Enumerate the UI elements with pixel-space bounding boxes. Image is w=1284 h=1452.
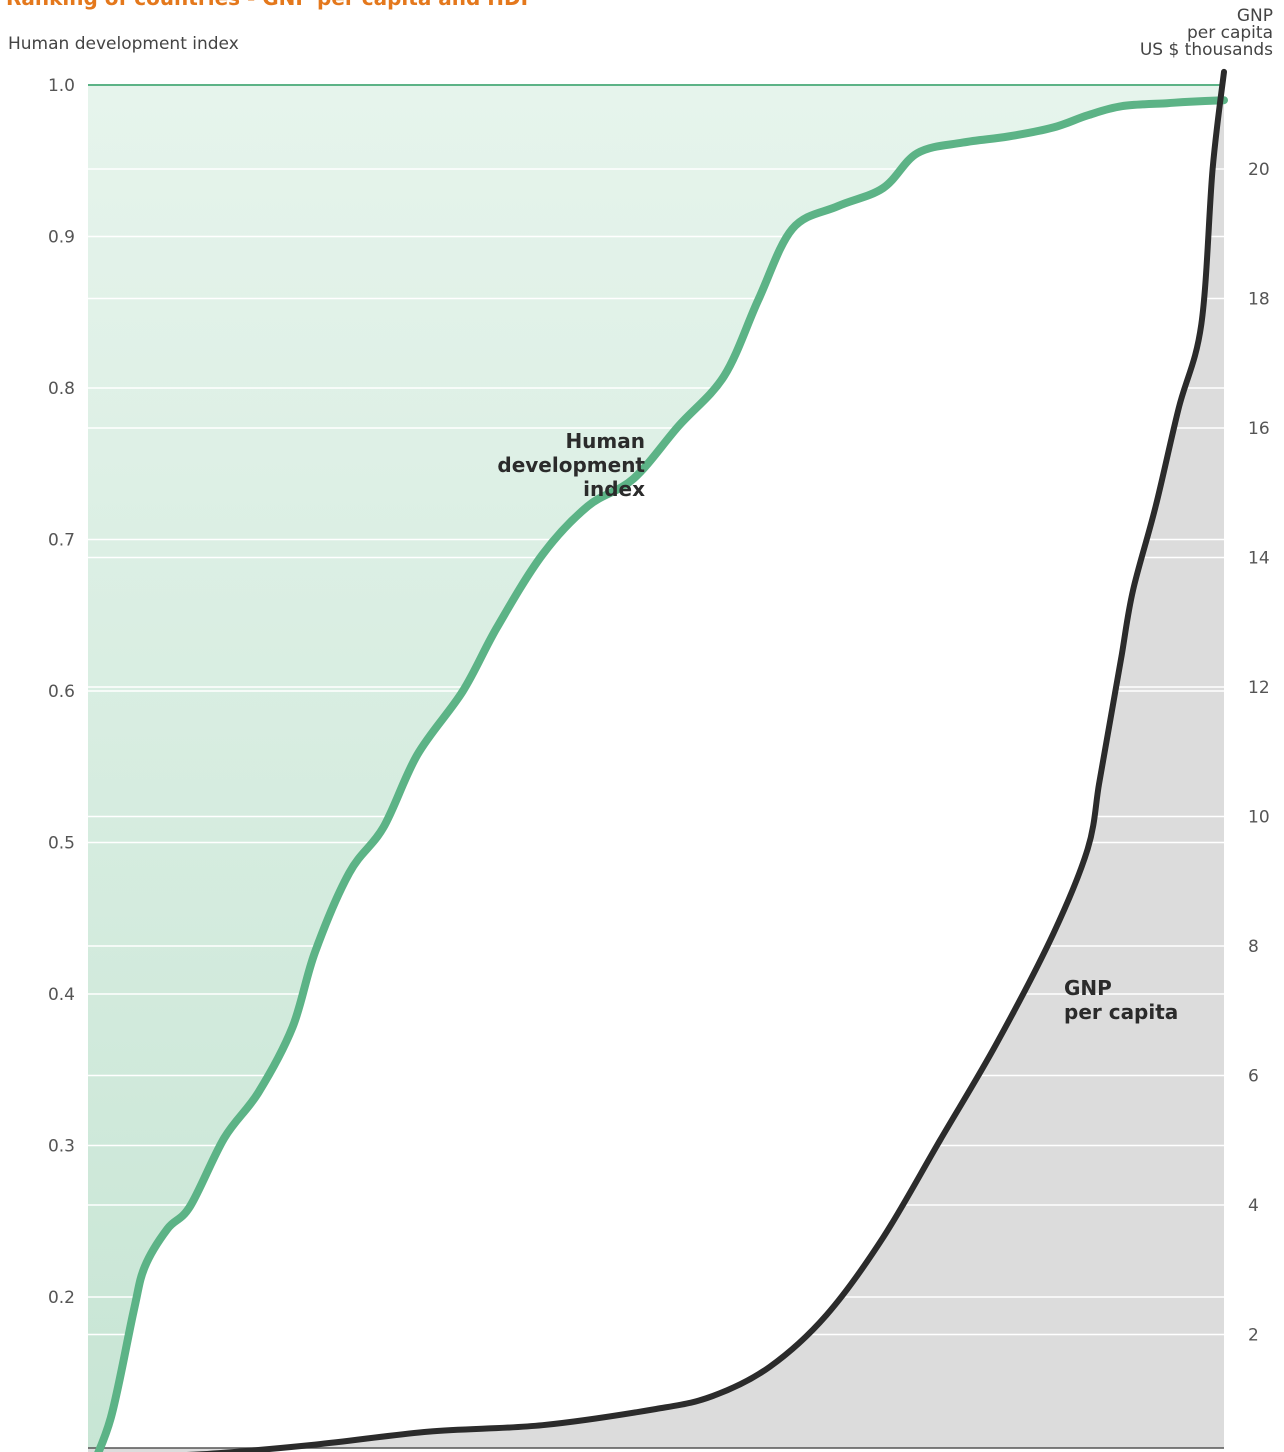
right-axis-title-line: GNP: [1236, 6, 1273, 26]
left-axis-title: Human development index: [8, 34, 239, 54]
hdi-series-label: Human: [565, 429, 645, 453]
hdi-area: [88, 85, 1224, 1452]
right-tick-label: 4: [1248, 1196, 1259, 1216]
left-tick-label: 1.0: [48, 76, 75, 96]
left-tick-label: 0.9: [48, 228, 75, 248]
left-tick-label: 0.8: [48, 379, 75, 399]
gnp-line: [186, 68, 1227, 1452]
left-tick-label: 0.6: [48, 682, 75, 702]
gnp-area: [88, 71, 1224, 1452]
chart-title: Ranking of countries - GNP per capita an…: [6, 0, 528, 10]
gnp-series-label: per capita: [1064, 1000, 1178, 1024]
right-tick-label: 18: [1248, 290, 1270, 310]
left-tick-label: 0.7: [48, 531, 75, 551]
right-axis-title-line: per capita: [1186, 23, 1273, 43]
left-tick-label: 0.5: [48, 834, 75, 854]
right-tick-label: 2: [1248, 1326, 1259, 1346]
right-tick-label: 8: [1248, 937, 1259, 957]
right-axis-title-line: US $ thousands: [1139, 40, 1273, 60]
left-tick-label: 0.2: [48, 1288, 75, 1308]
hdi-series-label: index: [583, 477, 645, 501]
left-tick-label: 0.4: [48, 985, 75, 1005]
hdi-series-label: development: [497, 453, 645, 477]
right-tick-label: 20: [1248, 160, 1270, 180]
gnp-series-label: GNP: [1064, 976, 1112, 1000]
hdi-line: [94, 96, 1228, 1452]
right-axis-title: GNP per capita US $ thousands: [1140, 8, 1273, 59]
right-tick-label: 12: [1248, 678, 1270, 698]
right-tick-label: 6: [1248, 1067, 1259, 1087]
right-tick-label: 16: [1248, 419, 1270, 439]
right-tick-label: 14: [1248, 549, 1270, 569]
right-tick-label: 10: [1248, 808, 1270, 828]
left-tick-label: 0.3: [48, 1137, 75, 1157]
